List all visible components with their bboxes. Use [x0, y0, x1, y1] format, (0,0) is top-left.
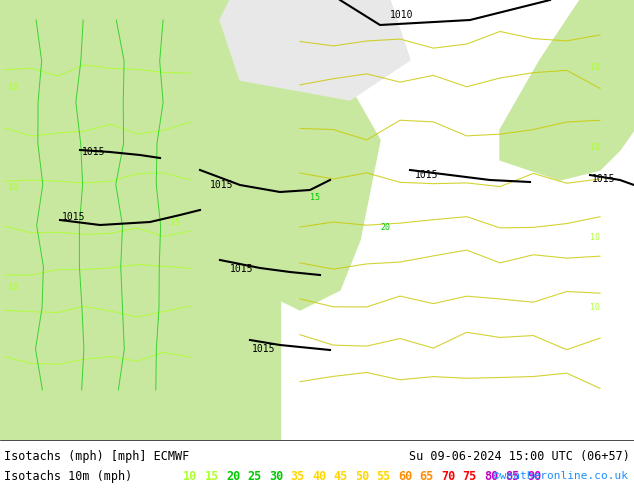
Text: 1015: 1015 — [62, 212, 86, 222]
Polygon shape — [0, 0, 280, 440]
Text: 70: 70 — [441, 469, 455, 483]
Text: 10: 10 — [8, 283, 18, 292]
Text: 1015: 1015 — [210, 180, 233, 190]
Text: 10: 10 — [8, 83, 18, 92]
Text: 1015: 1015 — [592, 174, 616, 184]
Text: 90: 90 — [527, 469, 541, 483]
Text: Su 09-06-2024 15:00 UTC (06+57): Su 09-06-2024 15:00 UTC (06+57) — [409, 449, 630, 463]
Text: 40: 40 — [312, 469, 327, 483]
Text: 20: 20 — [380, 223, 390, 232]
Text: 25: 25 — [247, 469, 262, 483]
Text: 1015: 1015 — [252, 344, 276, 354]
Text: 55: 55 — [377, 469, 391, 483]
Text: 30: 30 — [269, 469, 283, 483]
Text: 1015: 1015 — [230, 264, 254, 274]
Text: 50: 50 — [355, 469, 369, 483]
Text: 10: 10 — [590, 303, 600, 312]
Polygon shape — [500, 0, 634, 180]
Text: 10: 10 — [590, 233, 600, 242]
Polygon shape — [220, 0, 410, 100]
Text: 65: 65 — [420, 469, 434, 483]
Polygon shape — [160, 70, 380, 310]
Text: 1010: 1010 — [390, 10, 413, 20]
Text: 35: 35 — [290, 469, 305, 483]
Text: 20: 20 — [226, 469, 240, 483]
Text: 10: 10 — [590, 63, 600, 72]
Text: 75: 75 — [462, 469, 477, 483]
Text: Isotachs (mph) [mph] ECMWF: Isotachs (mph) [mph] ECMWF — [4, 449, 190, 463]
Text: 10: 10 — [590, 143, 600, 152]
Text: 1015: 1015 — [415, 170, 439, 180]
Text: 10: 10 — [8, 183, 18, 192]
Text: 10: 10 — [183, 469, 197, 483]
Text: 15: 15 — [205, 469, 219, 483]
Text: 85: 85 — [505, 469, 520, 483]
Text: 15: 15 — [310, 193, 320, 202]
Text: 80: 80 — [484, 469, 498, 483]
Text: 15: 15 — [170, 218, 180, 227]
Text: 60: 60 — [398, 469, 412, 483]
Text: Isotachs 10m (mph): Isotachs 10m (mph) — [4, 469, 133, 483]
Text: 45: 45 — [333, 469, 348, 483]
Text: ©weatheronline.co.uk: ©weatheronline.co.uk — [493, 471, 628, 481]
Text: 1015: 1015 — [82, 147, 105, 157]
